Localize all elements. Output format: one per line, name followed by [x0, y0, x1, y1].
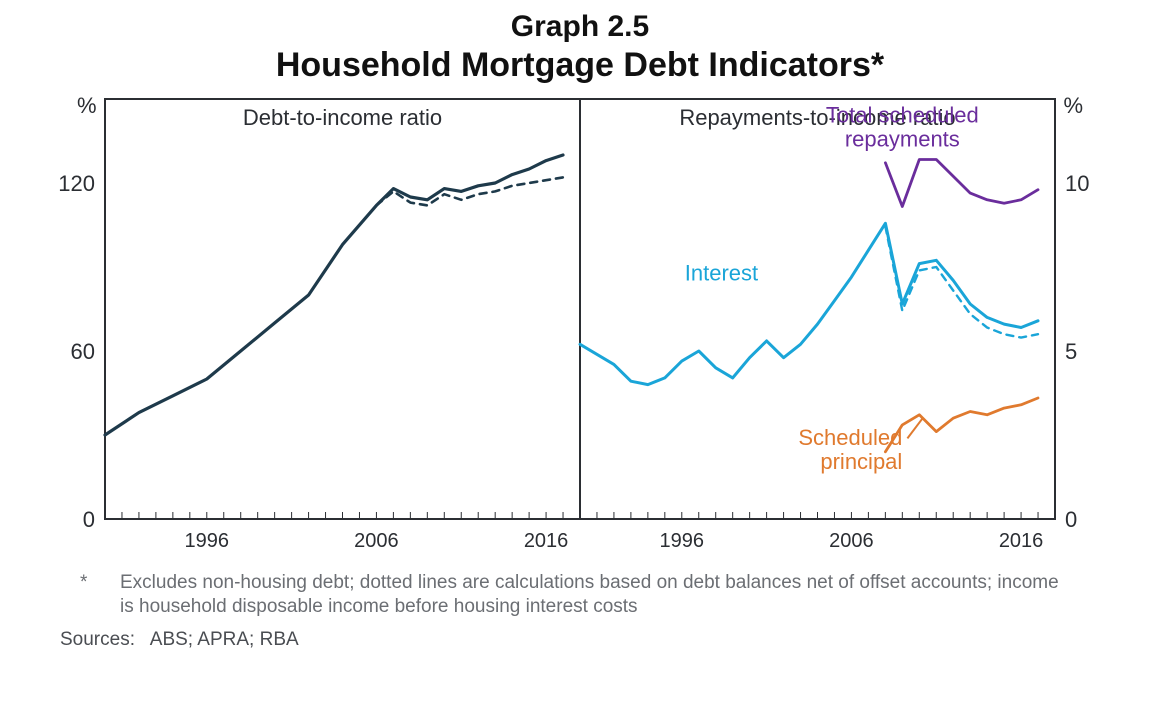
footnote: *Excludes non-housing debt; dotted lines…: [80, 571, 1080, 619]
label-interest: Interest: [685, 260, 758, 285]
sources-label: Sources:: [60, 629, 135, 650]
sources-line: Sources: ABS; APRA; RBA: [60, 629, 1060, 651]
label-principal: Scheduledprincipal: [798, 425, 902, 474]
svg-text:60: 60: [71, 339, 95, 364]
svg-text:10: 10: [1065, 171, 1089, 196]
svg-text:principal: principal: [820, 449, 902, 474]
svg-text:Scheduled: Scheduled: [798, 425, 902, 450]
svg-text:2006: 2006: [829, 530, 874, 552]
series-interest: [580, 223, 1038, 384]
footnote-text: Excludes non-housing debt; dotted lines …: [120, 571, 1060, 619]
series-total: [885, 160, 1038, 207]
series-dti: [105, 155, 563, 435]
svg-text:Debt-to-income ratio: Debt-to-income ratio: [243, 105, 442, 130]
series-principal: [885, 398, 1038, 452]
svg-text:%: %: [1063, 93, 1083, 118]
svg-text:Total scheduled: Total scheduled: [826, 103, 979, 128]
series-dti_offset: [376, 177, 563, 205]
svg-text:2016: 2016: [999, 530, 1044, 552]
svg-text:Interest: Interest: [685, 260, 758, 285]
figure-container: Graph 2.5 Household Mortgage Debt Indica…: [0, 0, 1160, 704]
series-interest_offset: [885, 227, 1038, 338]
label-total: Total scheduledrepayments: [826, 103, 979, 152]
svg-text:%: %: [77, 93, 97, 118]
svg-text:0: 0: [1065, 507, 1077, 532]
graph-title: Household Mortgage Debt Indicators*: [0, 46, 1160, 85]
svg-text:2016: 2016: [524, 530, 569, 552]
svg-text:repayments: repayments: [845, 127, 960, 152]
chart-holder: 1996 2006 2016 0 60 120% Debt-to-income ratio 1…: [50, 93, 1110, 563]
footnote-marker: *: [80, 571, 120, 595]
title-block: Graph 2.5 Household Mortgage Debt Indica…: [0, 0, 1160, 85]
svg-text:1996: 1996: [185, 530, 230, 552]
graph-number: Graph 2.5: [0, 10, 1160, 44]
svg-text:2006: 2006: [354, 530, 399, 552]
sources-text: ABS; APRA; RBA: [150, 629, 299, 650]
chart-svg: 1996 2006 2016 0 60 120% Debt-to-income ratio 1…: [50, 93, 1110, 563]
svg-text:1996: 1996: [660, 530, 705, 552]
svg-text:120: 120: [58, 171, 95, 196]
svg-text:5: 5: [1065, 339, 1077, 364]
svg-text:0: 0: [83, 507, 95, 532]
